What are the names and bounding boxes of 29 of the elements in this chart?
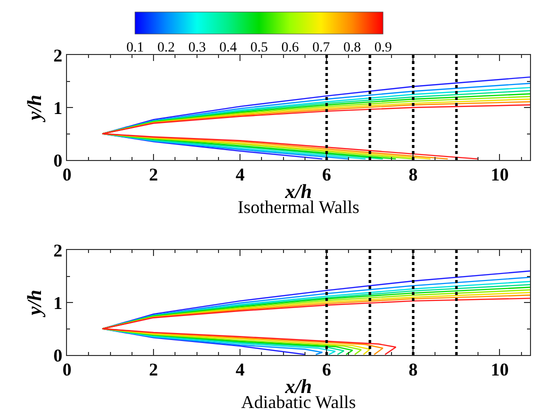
y-tick-label: 2 — [53, 240, 62, 260]
color-bar-label: 0.4 — [219, 40, 237, 56]
text: Adiabatic Walls — [241, 392, 356, 410]
x-tick-label: 8 — [408, 360, 418, 380]
color-bar-label: 0.5 — [250, 40, 268, 56]
x-tick-label: 6 — [322, 360, 332, 380]
x-tick-label: 10 — [490, 360, 509, 380]
text: Isothermal Walls — [238, 197, 360, 217]
y-tick-label: 2 — [53, 45, 62, 66]
y-axis-title: y/h — [24, 290, 46, 318]
x-tick-label: 2 — [149, 360, 158, 380]
color-bar-label: 0.1 — [126, 40, 144, 56]
y-tick-label: 1 — [53, 292, 62, 313]
x-tick-label: 8 — [408, 164, 418, 185]
color-bar-label: 0.7 — [312, 40, 330, 56]
x-tick-label: 4 — [236, 164, 245, 185]
x-tick-label: 6 — [322, 164, 332, 185]
x-tick-label: 10 — [490, 164, 509, 185]
color-bar-label: 0.8 — [343, 40, 361, 56]
y-tick-label: 1 — [53, 98, 62, 118]
color-bar-label: 0.2 — [157, 40, 175, 56]
y-tick-label: 0 — [53, 345, 62, 366]
color-bar-label: 0.6 — [281, 40, 299, 56]
y-axis-title: y/h — [24, 94, 46, 122]
x-tick-label: 4 — [236, 360, 245, 380]
x-tick-label: 2 — [149, 164, 158, 185]
y-tick-label: 0 — [53, 150, 62, 170]
color-bar-label: 0.3 — [188, 40, 206, 56]
color-bar-label: 0.9 — [374, 40, 392, 56]
